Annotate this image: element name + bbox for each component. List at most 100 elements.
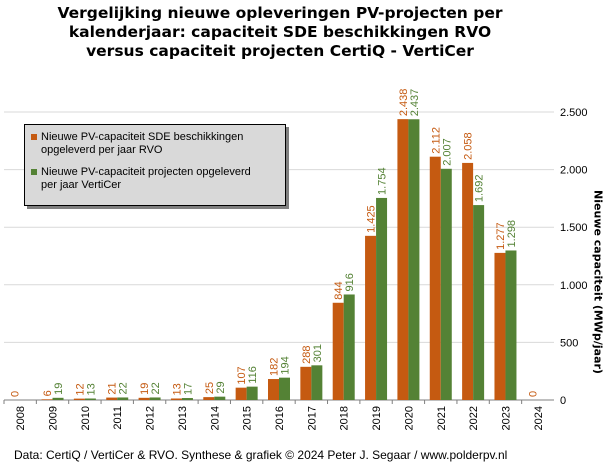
y-tick-label-2500: 2.500	[560, 107, 588, 119]
bar-rvo-2016	[268, 379, 279, 400]
data-label-verticer-2019: 1.754	[377, 167, 389, 195]
data-label-rvo-2017: 288	[301, 345, 313, 363]
legend-label-verticer-line-1: Nieuwe PV-capaciteit projecten opgelever…	[41, 166, 251, 178]
chart-title: Vergelijking nieuwe opleveringen PV-proj…	[0, 4, 560, 61]
data-label-verticer-2020: 2.437	[409, 89, 421, 117]
source-note: Data: CertiQ / VertiCer & RVO. Synthese …	[14, 448, 508, 462]
y-tick-label-1000: 1.000	[560, 280, 588, 292]
y-axis-label: Nieuwe capaciteit (MWp/jaar)	[591, 190, 605, 374]
data-label-verticer-2016: 194	[280, 356, 292, 374]
bar-verticer-2014	[214, 396, 226, 400]
bar-rvo-2015	[235, 387, 247, 400]
legend-label-verticer-line-2: per jaar VertiCer	[41, 179, 122, 191]
data-label-verticer-2010: 13	[85, 383, 97, 395]
data-label-rvo-2021: 2.112	[430, 127, 442, 154]
chart-title-line-2: kalenderjaar: capaciteit SDE beschikking…	[68, 23, 492, 41]
data-label-rvo-2024: 0	[527, 391, 539, 397]
data-label-verticer-2021: 2.007	[441, 138, 453, 166]
bar-rvo-2010	[73, 398, 85, 400]
x-tick-label-2016: 2016	[274, 406, 286, 430]
x-tick-label-2013: 2013	[177, 406, 189, 430]
legend-item-verticer: Nieuwe PV-capaciteit projecten opgelever…	[31, 166, 279, 192]
bar-verticer-2013	[181, 398, 193, 400]
data-label-rvo-2022: 2.058	[463, 132, 475, 160]
data-label-rvo-2013: 13	[171, 383, 183, 395]
bar-verticer-2010	[84, 398, 96, 400]
bar-rvo-2009	[41, 399, 53, 400]
bar-verticer-2019	[376, 197, 388, 400]
data-label-rvo-2023: 1.277	[495, 222, 507, 250]
bar-rvo-2018	[332, 302, 344, 400]
data-label-verticer-2023: 1.298	[506, 220, 518, 248]
bar-verticer-2015	[246, 386, 258, 400]
legend-label-rvo-line-1: Nieuwe PV-capaciteit SDE beschikkingen	[41, 131, 244, 143]
x-tick-label-2012: 2012	[145, 406, 157, 430]
data-label-rvo-2012: 19	[139, 383, 151, 395]
bar-rvo-2017	[300, 366, 312, 400]
data-label-rvo-2008: 0	[10, 391, 22, 397]
data-label-rvo-2014: 25	[204, 382, 216, 394]
chart-title-line-3: versus capaciteit projecten CertiQ - Ver…	[86, 42, 474, 60]
bar-rvo-2012	[138, 397, 150, 400]
x-tick-label-2011: 2011	[112, 406, 124, 430]
x-tick-label-2023: 2023	[500, 406, 512, 430]
data-label-verticer-2012: 22	[150, 382, 162, 394]
x-tick-label-2010: 2010	[80, 406, 92, 430]
data-label-verticer-2011: 22	[118, 382, 130, 394]
x-tick-label-2015: 2015	[242, 406, 254, 430]
chart-title-line-1: Vergelijking nieuwe opleveringen PV-proj…	[57, 4, 503, 22]
data-label-verticer-2009: 19	[53, 383, 65, 395]
x-tick-label-2024: 2024	[533, 406, 545, 430]
x-tick-label-2019: 2019	[371, 406, 383, 430]
x-tick-label-2020: 2020	[403, 406, 415, 430]
bar-verticer-2009	[52, 397, 64, 400]
data-label-rvo-2016: 182	[269, 358, 281, 376]
data-label-verticer-2017: 301	[312, 344, 324, 362]
data-label-verticer-2013: 17	[182, 383, 194, 395]
data-label-rvo-2010: 12	[74, 383, 86, 395]
legend-item-rvo: Nieuwe PV-capaciteit SDE beschikkingen o…	[31, 131, 279, 157]
chart-legend: Nieuwe PV-capaciteit SDE beschikkingen o…	[24, 124, 286, 206]
data-label-verticer-2022: 1.692	[474, 175, 486, 203]
data-label-rvo-2011: 21	[107, 382, 119, 394]
legend-swatch-verticer	[31, 169, 37, 175]
bar-verticer-2012	[149, 397, 161, 400]
data-label-rvo-2019: 1.425	[366, 205, 378, 233]
bar-verticer-2011	[117, 397, 129, 400]
data-label-verticer-2018: 916	[344, 273, 356, 291]
y-tick-label-0: 0	[560, 395, 566, 407]
bar-rvo-2022	[462, 162, 474, 400]
x-tick-label-2017: 2017	[306, 406, 318, 430]
data-label-rvo-2020: 2.438	[398, 89, 410, 117]
bar-verticer-2021	[440, 168, 452, 400]
bar-rvo-2020	[397, 119, 409, 401]
bar-verticer-2018	[343, 294, 355, 400]
bar-rvo-2013	[170, 398, 182, 400]
y-tick-label-500: 500	[560, 337, 578, 349]
legend-swatch-rvo	[31, 134, 37, 140]
y-tick-label-2000: 2.000	[560, 165, 588, 177]
bar-rvo-2011	[106, 397, 118, 400]
x-tick-label-2022: 2022	[468, 406, 480, 430]
bar-rvo-2014	[203, 397, 215, 400]
data-label-verticer-2014: 29	[215, 381, 227, 393]
bar-verticer-2016	[279, 377, 290, 400]
bar-verticer-2020	[408, 119, 420, 400]
bar-verticer-2022	[473, 205, 485, 400]
x-tick-label-2009: 2009	[48, 406, 60, 430]
data-label-rvo-2018: 844	[333, 281, 345, 299]
data-label-rvo-2009: 6	[42, 390, 54, 396]
data-label-verticer-2015: 116	[247, 366, 259, 384]
bar-rvo-2019	[365, 235, 377, 400]
data-label-rvo-2015: 107	[236, 366, 248, 384]
bar-verticer-2017	[311, 365, 323, 400]
bar-verticer-2023	[505, 250, 517, 400]
x-tick-label-2021: 2021	[436, 406, 448, 430]
x-tick-label-2014: 2014	[209, 406, 221, 430]
bar-rvo-2021	[429, 156, 441, 400]
legend-label-rvo-line-2: opgeleverd per jaar RVO	[41, 144, 163, 156]
x-tick-label-2018: 2018	[339, 406, 351, 430]
bar-rvo-2023	[494, 252, 506, 400]
x-tick-label-2008: 2008	[15, 406, 27, 430]
